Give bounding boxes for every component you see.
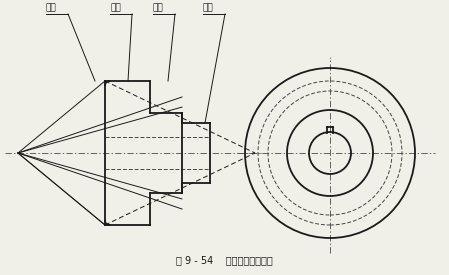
Text: 背锥: 背锥: [153, 3, 164, 12]
Text: 齿锥: 齿锥: [110, 3, 121, 12]
Text: 图 9 - 54    锥齿轮坯的两视图: 图 9 - 54 锥齿轮坯的两视图: [176, 255, 273, 265]
Text: 前锥: 前锥: [46, 3, 57, 12]
Text: 圆柱: 圆柱: [203, 3, 214, 12]
